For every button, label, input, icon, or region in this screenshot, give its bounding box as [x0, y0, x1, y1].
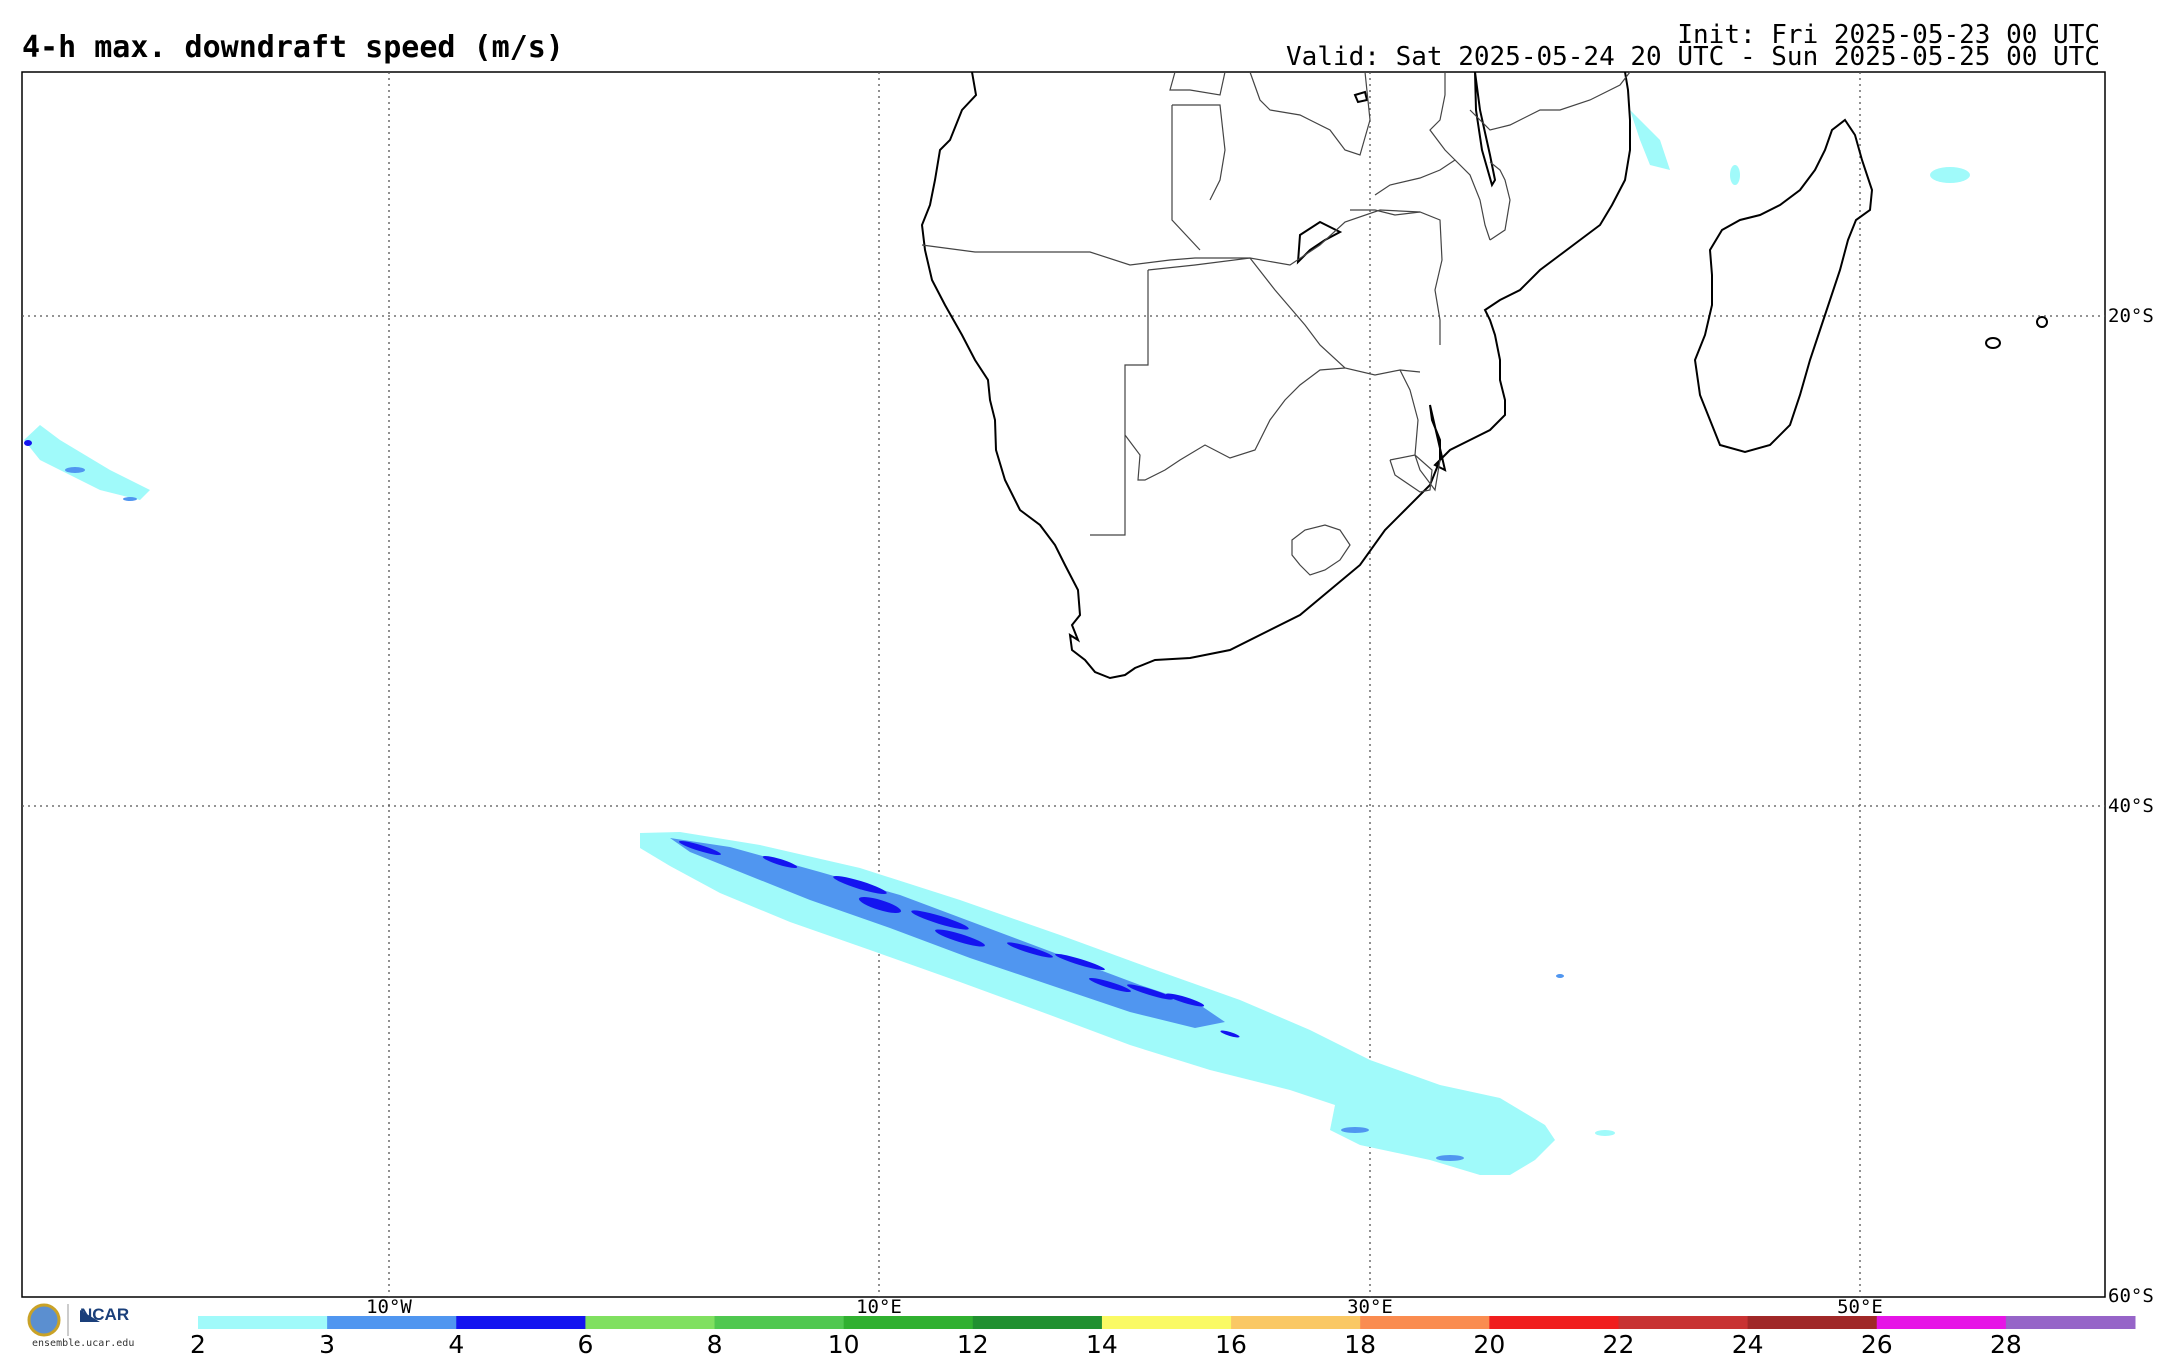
madagascar-coastline	[1693, 118, 1874, 454]
colorbar-level-label: 2	[190, 1330, 206, 1354]
colorbar-swatch	[1489, 1316, 1619, 1329]
nsf-seal-icon	[27, 1303, 61, 1337]
colorbar-swatch	[585, 1316, 716, 1329]
init-time: Init: Fri 2025-05-23 00 UTC	[1677, 20, 2100, 50]
colorbar-level-label: 6	[577, 1330, 593, 1354]
colorbar-level-label: 20	[1473, 1330, 1505, 1354]
lat-label-60s: 60°S	[2108, 1285, 2154, 1307]
colorbar: 2 3 4 6 8 10 12 14 16 18 20 22 24 26 28	[190, 1316, 2136, 1354]
map-frame	[21, 71, 2106, 1298]
latitude-labels: 20°S 40°S 60°S	[2108, 305, 2154, 1307]
colorbar-level-label: 14	[1086, 1330, 1118, 1354]
lat-label-40s: 40°S	[2108, 795, 2154, 817]
colorbar-swatch	[456, 1316, 586, 1329]
colorbar-swatch	[1101, 1316, 1232, 1329]
colorbar-level-label: 4	[448, 1330, 464, 1354]
reunion-outline	[2036, 316, 2048, 328]
downdraft-specks	[24, 110, 1970, 1161]
lake-victoria-outline	[1353, 90, 1369, 104]
africa-coastline	[920, 71, 1631, 680]
downdraft-field	[24, 110, 1970, 1175]
logo-org: NCAR	[80, 1305, 130, 1324]
longitude-labels: 10°W 10°E 30°E 50°E	[366, 1296, 1883, 1318]
colorbar-level-label: 12	[957, 1330, 989, 1354]
downdraft-region-strong	[678, 840, 1240, 1038]
logo-url: ensemble.ucar.edu	[32, 1338, 135, 1349]
lon-label-30e: 30°E	[1347, 1296, 1393, 1318]
country-borders	[921, 71, 1631, 576]
colorbar-swatch	[327, 1316, 457, 1329]
colorbar-level-label: 18	[1344, 1330, 1376, 1354]
colorbar-swatch	[972, 1316, 1103, 1329]
ncar-mark-icon	[80, 1310, 100, 1322]
coastlines	[920, 71, 2048, 680]
colorbar-level-label: 8	[707, 1330, 723, 1354]
colorbar-level-label: 22	[1603, 1330, 1635, 1354]
colorbar-level-label: 10	[828, 1330, 860, 1354]
colorbar-swatch	[1747, 1316, 1878, 1329]
lon-label-10w: 10°W	[366, 1296, 412, 1318]
lat-label-20s: 20°S	[2108, 305, 2154, 327]
colorbar-swatch	[1618, 1316, 1749, 1329]
lon-label-50e: 50°E	[1837, 1296, 1883, 1318]
logo-group	[27, 1303, 100, 1337]
colorbar-level-label: 3	[319, 1330, 335, 1354]
colorbar-level-label: 26	[1861, 1330, 1893, 1354]
colorbar-level-label: 16	[1215, 1330, 1247, 1354]
map-title: 4-h max. downdraft speed (m/s)	[22, 30, 564, 65]
colorbar-level-label: 24	[1732, 1330, 1764, 1354]
colorbar-swatch	[2005, 1316, 2136, 1329]
valid-time: Valid: Sat 2025-05-24 20 UTC - Sun 2025-…	[1286, 42, 2100, 72]
colorbar-swatch	[1876, 1316, 2007, 1329]
colorbar-swatch	[1231, 1316, 1361, 1329]
lon-label-10e: 10°E	[856, 1296, 902, 1318]
colorbar-swatch	[198, 1316, 328, 1329]
colorbar-swatch	[843, 1316, 974, 1329]
colorbar-swatch	[714, 1316, 845, 1329]
colorbar-level-label: 28	[1990, 1330, 2022, 1354]
mauritius-outline	[1985, 337, 2001, 349]
colorbar-swatch	[1360, 1316, 1490, 1329]
